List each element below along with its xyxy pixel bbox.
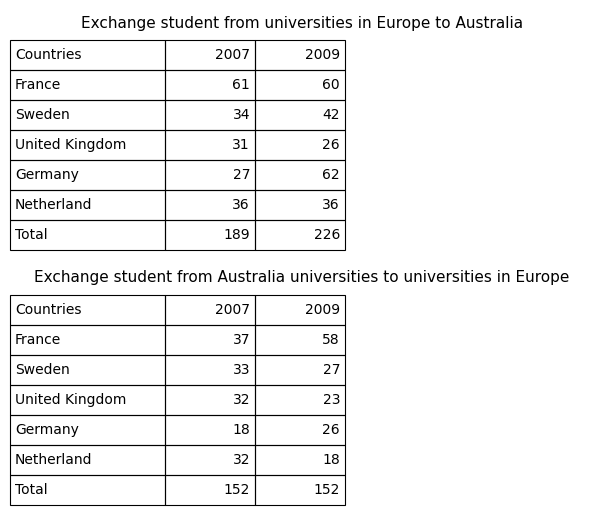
Text: 18: 18 <box>322 453 340 467</box>
Bar <box>10 70 165 100</box>
Bar <box>165 160 255 190</box>
Text: Sweden: Sweden <box>15 108 70 122</box>
Bar <box>165 295 255 325</box>
Bar <box>165 100 255 130</box>
Text: Countries: Countries <box>15 303 82 317</box>
Text: 189: 189 <box>223 228 250 242</box>
Bar <box>165 130 255 160</box>
Text: 37: 37 <box>232 333 250 347</box>
Text: 2009: 2009 <box>305 303 340 317</box>
Bar <box>10 100 165 130</box>
Text: 26: 26 <box>322 138 340 152</box>
Text: 58: 58 <box>322 333 340 347</box>
Bar <box>255 40 345 70</box>
Bar <box>165 40 255 70</box>
Bar <box>255 70 345 100</box>
Text: France: France <box>15 78 61 92</box>
Text: 2007: 2007 <box>215 303 250 317</box>
Bar <box>255 130 345 160</box>
Bar <box>165 70 255 100</box>
Bar <box>10 475 165 505</box>
Bar <box>165 475 255 505</box>
Bar <box>10 325 165 355</box>
Text: 26: 26 <box>322 423 340 437</box>
Text: 32: 32 <box>232 393 250 407</box>
Text: 61: 61 <box>232 78 250 92</box>
Bar <box>165 445 255 475</box>
Text: 23: 23 <box>322 393 340 407</box>
Bar <box>255 355 345 385</box>
Text: Exchange student from universities in Europe to Australia: Exchange student from universities in Eu… <box>81 16 523 31</box>
Bar <box>255 190 345 220</box>
Text: 32: 32 <box>232 453 250 467</box>
Text: 2007: 2007 <box>215 48 250 62</box>
Text: United Kingdom: United Kingdom <box>15 138 126 152</box>
Text: 33: 33 <box>232 363 250 377</box>
Bar <box>255 385 345 415</box>
Bar <box>255 295 345 325</box>
Bar <box>165 325 255 355</box>
Text: 27: 27 <box>232 168 250 182</box>
Bar <box>165 220 255 250</box>
Text: Countries: Countries <box>15 48 82 62</box>
Text: 42: 42 <box>322 108 340 122</box>
Bar <box>10 40 165 70</box>
Bar <box>10 160 165 190</box>
Text: 152: 152 <box>313 483 340 497</box>
Text: 152: 152 <box>224 483 250 497</box>
Text: 2009: 2009 <box>305 48 340 62</box>
Bar <box>10 190 165 220</box>
Bar <box>10 385 165 415</box>
Text: United Kingdom: United Kingdom <box>15 393 126 407</box>
Bar <box>10 415 165 445</box>
Bar <box>255 325 345 355</box>
Text: 34: 34 <box>232 108 250 122</box>
Bar <box>255 160 345 190</box>
Text: 36: 36 <box>322 198 340 212</box>
Bar <box>10 220 165 250</box>
Bar <box>255 220 345 250</box>
Text: Sweden: Sweden <box>15 363 70 377</box>
Bar <box>10 295 165 325</box>
Text: Netherland: Netherland <box>15 198 93 212</box>
Text: 18: 18 <box>232 423 250 437</box>
Text: France: France <box>15 333 61 347</box>
Text: 27: 27 <box>322 363 340 377</box>
Bar <box>165 415 255 445</box>
Text: Exchange student from Australia universities to universities in Europe: Exchange student from Australia universi… <box>34 270 570 285</box>
Bar <box>165 385 255 415</box>
Bar <box>10 130 165 160</box>
Bar <box>255 475 345 505</box>
Bar <box>255 415 345 445</box>
Bar <box>165 355 255 385</box>
Text: Netherland: Netherland <box>15 453 93 467</box>
Bar <box>10 445 165 475</box>
Text: 31: 31 <box>232 138 250 152</box>
Text: 36: 36 <box>232 198 250 212</box>
Bar <box>255 100 345 130</box>
Text: Germany: Germany <box>15 168 79 182</box>
Text: Total: Total <box>15 483 48 497</box>
Text: 60: 60 <box>322 78 340 92</box>
Bar <box>165 190 255 220</box>
Bar <box>10 355 165 385</box>
Text: Total: Total <box>15 228 48 242</box>
Text: 226: 226 <box>313 228 340 242</box>
Text: 62: 62 <box>322 168 340 182</box>
Text: Germany: Germany <box>15 423 79 437</box>
Bar <box>255 445 345 475</box>
